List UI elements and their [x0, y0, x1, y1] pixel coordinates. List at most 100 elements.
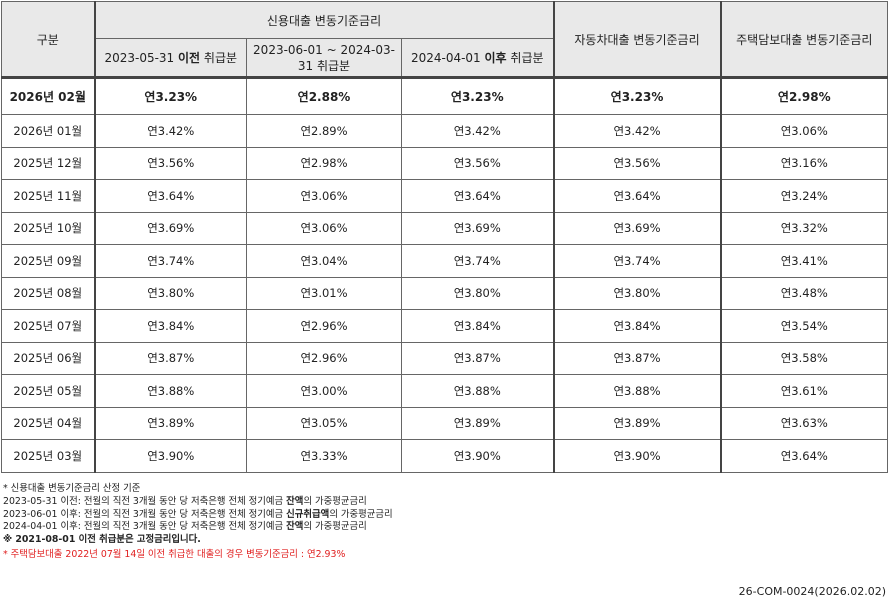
table-row: 2025년 05월 연3.88% 연3.00% 연3.88% 연3.88% 연3.61%: [1, 374, 889, 408]
cell-month: 2025년 05월: [1, 374, 95, 408]
note-basis-3: 2024-04-01 이후: 전월의 직전 3개월 동안 당 저축은행 전체 정…: [3, 521, 367, 533]
cell-credit-3: 연3.56%: [400, 146, 555, 180]
notes: * 신용대출 변동기준금리 산정 기준 2023-05-31 이전: 전월의 직…: [3, 483, 393, 562]
cell-mortgage: 연3.54%: [719, 309, 889, 343]
cell-credit-2: 연2.96%: [246, 309, 402, 343]
table-row: 2025년 07월 연3.84% 연2.96% 연3.84% 연3.84% 연3.54%: [1, 309, 889, 343]
cell-credit-2: 연2.98%: [246, 146, 402, 180]
cell-credit-1: 연3.89%: [93, 406, 247, 440]
cell-month: 2025년 08월: [1, 276, 95, 310]
cell-month: 2025년 06월: [1, 341, 95, 375]
cell-credit-2: 연3.06%: [246, 179, 402, 213]
note-basis-title: * 신용대출 변동기준금리 산정 기준: [3, 483, 141, 494]
note-basis-2: 2023-06-01 이후: 전월의 직전 3개월 동안 당 저축은행 전체 정…: [3, 508, 393, 520]
header-credit-group: 신용대출 변동기준금리: [93, 1, 555, 39]
cell-credit-3: 연3.42%: [400, 114, 555, 148]
cell-mortgage: 연3.58%: [719, 341, 889, 375]
table-row: 2025년 09월 연3.74% 연3.04% 연3.74% 연3.74% 연3.41%: [1, 244, 889, 278]
header-mortgage: 주택담보대출 변동기준금리: [719, 1, 889, 78]
note-fixed-rate: ※ 2021-08-01 이전 취급분은 고정금리입니다.: [3, 534, 201, 546]
cell-auto: 연3.88%: [552, 374, 722, 408]
cell-auto: 연3.84%: [552, 309, 722, 343]
table-row: 2025년 04월 연3.89% 연3.05% 연3.89% 연3.89% 연3.63%: [1, 406, 889, 440]
cell-credit-2: 연3.01%: [246, 276, 402, 310]
cell-month: 2025년 03월: [1, 439, 95, 473]
cell-credit-1: 연3.42%: [93, 114, 247, 148]
cell-mortgage: 연3.24%: [719, 179, 889, 213]
cell-credit-1: 연3.69%: [93, 211, 247, 245]
table-row: 2025년 11월 연3.64% 연3.06% 연3.64% 연3.64% 연3.24%: [1, 179, 889, 213]
header-credit-col2: 2023-06-01 ~ 2024-03-31 취급분: [246, 38, 402, 78]
table-row: 2025년 08월 연3.80% 연3.01% 연3.80% 연3.80% 연3.48%: [1, 276, 889, 310]
cell-month: 2025년 07월: [1, 309, 95, 343]
cell-credit-2: 연3.06%: [246, 211, 402, 245]
cell-credit-1: 연3.23%: [93, 76, 247, 115]
cell-month: 2025년 09월: [1, 244, 95, 278]
cell-mortgage: 연3.32%: [719, 211, 889, 245]
rate-table: 구분 신용대출 변동기준금리 자동차대출 변동기준금리 주택담보대출 변동기준금…: [1, 1, 889, 473]
cell-mortgage: 연3.64%: [719, 439, 889, 473]
cell-credit-2: 연3.04%: [246, 244, 402, 278]
cell-credit-3: 연3.87%: [400, 341, 555, 375]
cell-credit-1: 연3.84%: [93, 309, 247, 343]
cell-credit-2: 연2.96%: [246, 341, 402, 375]
table-row: 2026년 02월 연3.23% 연2.88% 연3.23% 연3.23% 연2.98%: [1, 76, 889, 115]
cell-mortgage: 연3.41%: [719, 244, 889, 278]
cell-credit-3: 연3.84%: [400, 309, 555, 343]
cell-auto: 연3.74%: [552, 244, 722, 278]
document-id: 26-COM-0024(2026.02.02): [738, 585, 886, 598]
cell-month: 2026년 01월: [1, 114, 95, 148]
cell-credit-3: 연3.88%: [400, 374, 555, 408]
cell-credit-1: 연3.88%: [93, 374, 247, 408]
cell-credit-3: 연3.69%: [400, 211, 555, 245]
cell-auto: 연3.89%: [552, 406, 722, 440]
cell-month: 2025년 10월: [1, 211, 95, 245]
cell-credit-2: 연2.89%: [246, 114, 402, 148]
cell-mortgage: 연3.61%: [719, 374, 889, 408]
cell-mortgage: 연2.98%: [719, 76, 889, 115]
cell-auto: 연3.80%: [552, 276, 722, 310]
cell-month: 2025년 11월: [1, 179, 95, 213]
cell-mortgage: 연3.16%: [719, 146, 889, 180]
cell-mortgage: 연3.06%: [719, 114, 889, 148]
cell-credit-3: 연3.89%: [400, 406, 555, 440]
cell-auto: 연3.42%: [552, 114, 722, 148]
cell-month: 2025년 04월: [1, 406, 95, 440]
cell-auto: 연3.23%: [552, 76, 722, 115]
cell-credit-1: 연3.90%: [93, 439, 247, 473]
note-mortgage: * 주택담보대출 2022년 07월 14일 이전 취급한 대출의 경우 변동기…: [3, 548, 346, 560]
header-credit-col1: 2023-05-31 이전 취급분: [93, 38, 247, 78]
cell-month: 2026년 02월: [1, 76, 95, 115]
header-credit-col3: 2024-04-01 이후 취급분: [400, 38, 555, 78]
cell-credit-1: 연3.87%: [93, 341, 247, 375]
cell-credit-3: 연3.23%: [400, 76, 555, 115]
cell-credit-1: 연3.64%: [93, 179, 247, 213]
cell-credit-3: 연3.80%: [400, 276, 555, 310]
table-row: 2026년 01월 연3.42% 연2.89% 연3.42% 연3.42% 연3.06%: [1, 114, 889, 148]
cell-credit-2: 연3.05%: [246, 406, 402, 440]
cell-month: 2025년 12월: [1, 146, 95, 180]
table-row: 2025년 12월 연3.56% 연2.98% 연3.56% 연3.56% 연3.16%: [1, 146, 889, 180]
cell-mortgage: 연3.63%: [719, 406, 889, 440]
cell-credit-1: 연3.56%: [93, 146, 247, 180]
cell-credit-3: 연3.90%: [400, 439, 555, 473]
header-gubun: 구분: [1, 1, 95, 78]
cell-credit-1: 연3.74%: [93, 244, 247, 278]
header-auto: 자동차대출 변동기준금리: [552, 1, 722, 78]
cell-auto: 연3.90%: [552, 439, 722, 473]
cell-auto: 연3.69%: [552, 211, 722, 245]
table-row: 2025년 06월 연3.87% 연2.96% 연3.87% 연3.87% 연3.58%: [1, 341, 889, 375]
cell-auto: 연3.64%: [552, 179, 722, 213]
cell-credit-2: 연2.88%: [246, 76, 402, 115]
table-row: 2025년 03월 연3.90% 연3.33% 연3.90% 연3.90% 연3.64%: [1, 439, 889, 473]
cell-credit-3: 연3.74%: [400, 244, 555, 278]
cell-credit-1: 연3.80%: [93, 276, 247, 310]
cell-credit-2: 연3.33%: [246, 439, 402, 473]
cell-mortgage: 연3.48%: [719, 276, 889, 310]
table-row: 2025년 10월 연3.69% 연3.06% 연3.69% 연3.69% 연3.32%: [1, 211, 889, 245]
rate-table-body: 2026년 02월 연3.23% 연2.88% 연3.23% 연3.23% 연2.98% 2…: [1, 76, 889, 473]
cell-auto: 연3.87%: [552, 341, 722, 375]
cell-auto: 연3.56%: [552, 146, 722, 180]
note-basis-1: 2023-05-31 이전: 전월의 직전 3개월 동안 당 저축은행 전체 정…: [3, 495, 367, 507]
cell-credit-2: 연3.00%: [246, 374, 402, 408]
